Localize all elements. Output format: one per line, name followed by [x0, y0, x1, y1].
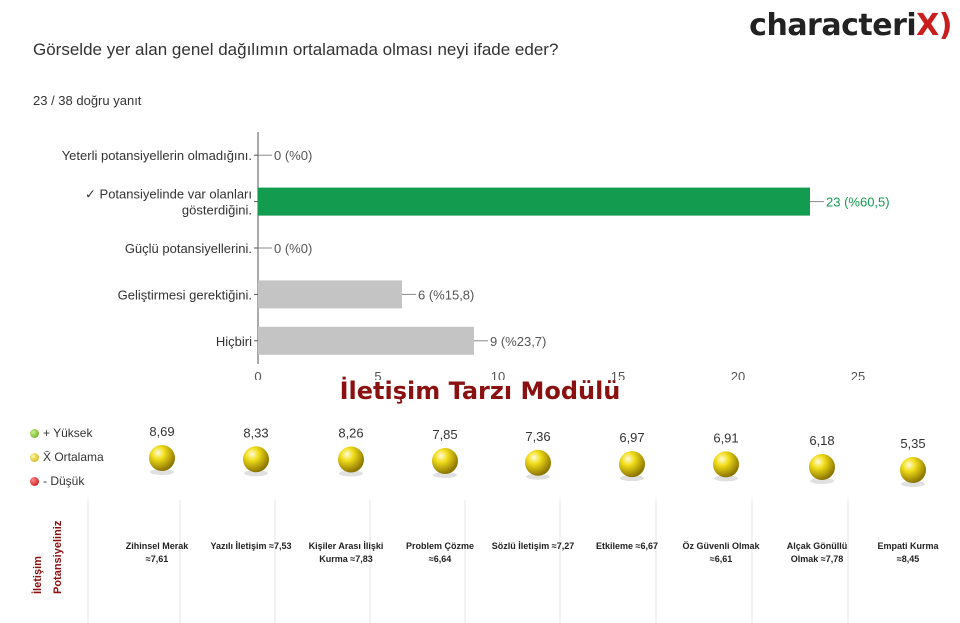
x-tick-label: 15: [611, 369, 625, 380]
x-tick-label: 25: [851, 369, 865, 380]
category-label: Güçlü potansiyellerini.: [125, 241, 252, 256]
score-label: 6,91: [713, 430, 738, 445]
category-label-line: Etkileme ≈6,67: [596, 541, 658, 551]
score-ball-shadow: [526, 473, 550, 480]
category-label: Sözlü İletişim ≈7,27: [490, 540, 576, 553]
yellow-dot-icon: [30, 452, 39, 462]
category-label-line: Sözlü İletişim ≈7,27: [491, 541, 575, 551]
score-ball: [338, 446, 364, 473]
score-legend: + Yüksek X̄ Ortalama - Düşük: [30, 421, 104, 493]
category-label: Öz Güvenli Olmak ≈6,61: [678, 540, 764, 566]
legend-high: + Yüksek: [30, 421, 104, 445]
data-label: 0 (%0): [274, 241, 312, 256]
category-label-line: Yazılı İletişim ≈7,53: [210, 541, 292, 551]
score-label: 8,33: [243, 425, 268, 440]
category-label: ✓ Potansiyelinde var olanları: [85, 187, 252, 202]
score-label: 8,69: [149, 424, 174, 439]
category-label-line: Problem Çözme: [405, 541, 474, 551]
category-label: Alçak Gönüllü Olmak ≈7,78: [774, 540, 860, 566]
score-ball: [432, 448, 458, 475]
score-ball-shadow: [620, 475, 644, 482]
score-text: 23 / 38 doğru yanıt: [33, 93, 142, 108]
score-label: 6,18: [809, 433, 834, 448]
score-label: 8,26: [338, 426, 363, 441]
score-ball-shadow: [901, 481, 925, 487]
category-label-line: Kişiler Arası İlişki: [308, 541, 384, 551]
category-label-line: ≈8,45: [896, 554, 920, 564]
category-label: Kişiler Arası İlişki Kurma ≈7,83: [303, 540, 389, 566]
green-dot-icon: [30, 428, 39, 438]
data-label: 0 (%0): [274, 148, 312, 163]
legend-low: - Düşük: [30, 469, 104, 493]
answer-bar-chart: 0 5 10 15 20 25 0 (%0) Yeterli potansiyellerin …: [62, 132, 890, 380]
bar: [258, 280, 402, 309]
score-ball-shadow: [433, 472, 457, 479]
score-ball: [713, 451, 739, 478]
score-ball-shadow: [244, 470, 268, 477]
category-label: Yeterli potansiyellerin olmadığını.: [62, 148, 252, 163]
category-label: Zihinsel Merak ≈7,61: [114, 540, 200, 566]
data-label: 9 (%23,7): [490, 334, 546, 349]
side-label-line-1: İletişim: [32, 556, 44, 594]
x-tick-label: 5: [374, 369, 381, 380]
category-label-line: Olmak ≈7,78: [790, 554, 844, 564]
score-label: 5,35: [900, 436, 925, 451]
category-label-line: ≈6,61: [709, 554, 733, 564]
score-ball-shadow: [339, 470, 363, 477]
score-label: 6,97: [619, 430, 644, 445]
category-label-line: ≈6,64: [428, 554, 452, 564]
x-tick-label: 20: [731, 369, 745, 380]
question-text: Görselde yer alan genel dağılımın ortala…: [33, 40, 559, 59]
category-label: Problem Çözme ≈6,64: [397, 540, 483, 566]
score-ball-shadow: [714, 475, 738, 482]
score-ball: [149, 445, 175, 471]
category-label-line: Öz Güvenli Olmak: [682, 541, 760, 551]
category-label: Etkileme ≈6,67: [584, 540, 670, 553]
score-ball: [525, 449, 551, 476]
category-label: Hiçbiri: [216, 334, 252, 349]
data-label: 23 (%60,5): [826, 195, 890, 210]
category-label: gösterdiğini.: [182, 203, 252, 218]
category-label-line: Empati Kurma: [877, 541, 939, 551]
score-ball: [619, 451, 645, 478]
category-label: Empati Kurma ≈8,45: [865, 540, 951, 566]
score-label: 7,36: [525, 429, 550, 444]
category-label-line: Alçak Gönüllü: [786, 541, 848, 551]
score-label: 7,85: [432, 427, 457, 442]
score-ball: [900, 457, 926, 483]
module-title: İletişim Tarzı Modülü: [339, 377, 621, 405]
score-ball: [809, 454, 835, 481]
category-label: Yazılı İletişim ≈7,53: [208, 540, 294, 553]
x-tick-label: 10: [491, 369, 505, 380]
category-label-line: ≈7,61: [145, 554, 169, 564]
red-dot-icon: [30, 476, 39, 486]
category-label-line: Zihinsel Merak: [125, 541, 189, 551]
side-label: İletişim Potansiyeliniz: [28, 510, 78, 600]
score-ball: [243, 446, 269, 473]
bar: [258, 187, 810, 216]
data-label: 6 (%15,8): [418, 287, 474, 302]
category-label-line: Kurma ≈7,83: [319, 554, 373, 564]
legend-average: X̄ Ortalama: [30, 445, 104, 469]
side-label-line-2: Potansiyeliniz: [52, 520, 64, 594]
score-ball-shadow: [150, 469, 174, 475]
bar: [258, 326, 474, 355]
category-label: Geliştirmesi gerektiğini.: [118, 287, 252, 302]
score-ball-shadow: [810, 478, 834, 485]
characterix-logo: characteriX): [749, 8, 952, 43]
module-score-chart: 8,69 8,33 8,26 7,85 7,36 6,97 6,91 6,18 5,35: [87, 424, 926, 623]
x-tick-label: 0: [254, 369, 261, 380]
